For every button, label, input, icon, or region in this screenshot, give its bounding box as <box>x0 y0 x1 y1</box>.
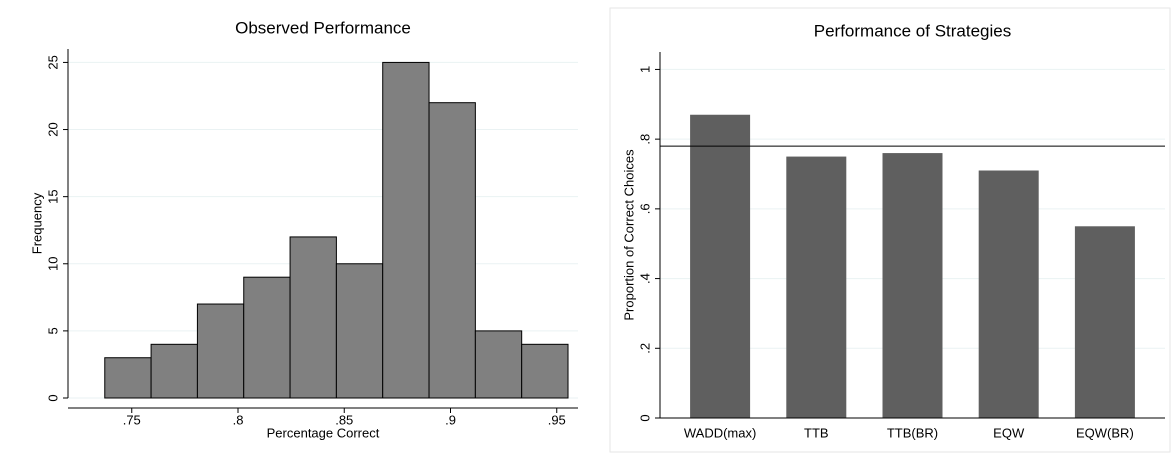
y-tick-label: 25 <box>45 55 60 69</box>
x-tick-label: .9 <box>445 412 456 427</box>
bar <box>978 170 1039 418</box>
y-axis-label: Proportion of Correct Choices <box>621 149 636 321</box>
y-tick-label: 10 <box>45 257 60 271</box>
x-tick-label: .85 <box>335 412 353 427</box>
histogram-bar <box>150 343 198 399</box>
x-tick-label: WADD(max) <box>684 425 756 440</box>
chart-title: Performance of Strategies <box>814 21 1011 40</box>
y-tick-label: .6 <box>637 203 652 214</box>
x-tick-label: .8 <box>233 412 244 427</box>
histogram-bar <box>521 343 569 399</box>
x-tick-label: TTB(BR) <box>887 425 938 440</box>
x-tick-label: TTB <box>804 425 829 440</box>
x-axis-label: Percentage Correct <box>267 425 380 440</box>
histogram-bar <box>382 61 430 399</box>
x-tick-label: .75 <box>123 412 141 427</box>
panel-frame <box>609 7 1171 453</box>
bar <box>1074 226 1135 418</box>
x-tick-label: EQW(BR) <box>1076 425 1134 440</box>
chart-title: Observed Performance <box>235 18 411 37</box>
histogram-bar <box>104 357 152 399</box>
y-tick-label: .2 <box>637 343 652 354</box>
histogram-bar <box>474 330 523 399</box>
histogram-bar <box>428 102 476 399</box>
x-tick-label: .95 <box>548 412 566 427</box>
y-tick-label: 0 <box>45 394 60 401</box>
bar <box>882 153 943 419</box>
x-tick-label: EQW <box>993 425 1025 440</box>
histogram-bar <box>243 276 291 399</box>
y-tick-label: .4 <box>637 273 652 284</box>
histogram-bar <box>196 303 245 399</box>
y-axis-label: Frequency <box>29 192 44 254</box>
y-tick-label: .8 <box>637 134 652 145</box>
y-tick-label: 0 <box>637 414 652 421</box>
y-tick-label: 20 <box>45 122 60 136</box>
bar <box>690 114 751 418</box>
y-tick-label: 15 <box>45 189 60 203</box>
y-tick-label: 1 <box>637 66 652 73</box>
histogram-bar <box>289 236 337 399</box>
y-tick-label: 5 <box>45 327 60 334</box>
histogram-bar <box>335 263 384 399</box>
bar <box>786 156 847 419</box>
